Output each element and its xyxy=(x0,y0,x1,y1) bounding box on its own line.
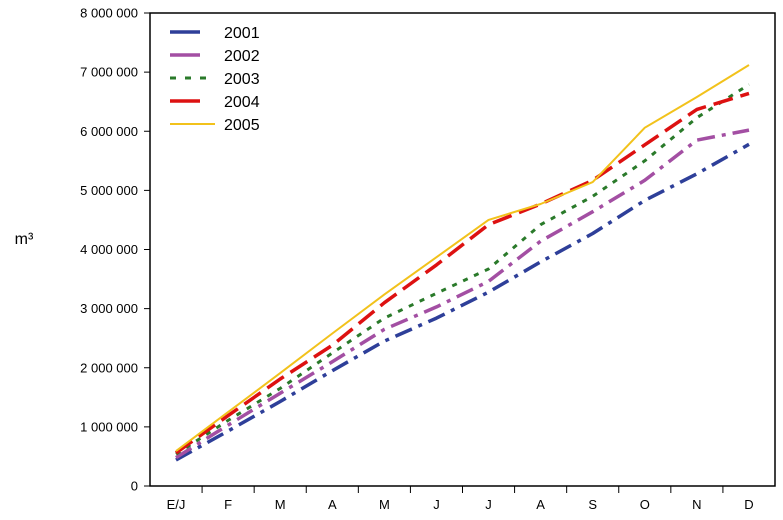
x-tick-label: M xyxy=(379,497,390,512)
x-tick-label: M xyxy=(275,497,286,512)
y-axis-label: m³ xyxy=(15,231,34,248)
x-tick-label: S xyxy=(588,497,597,512)
y-tick-label: 4 000 000 xyxy=(80,242,138,257)
x-tick-label: N xyxy=(692,497,701,512)
series-line-2003 xyxy=(175,83,750,456)
series-line-2004 xyxy=(174,91,750,455)
x-tick-label: F xyxy=(224,497,232,512)
y-tick-label: 3 000 000 xyxy=(80,301,138,316)
x-axis: E/J F M A M J J A S O N D xyxy=(167,486,754,512)
legend-label-2005: 2005 xyxy=(224,117,260,134)
y-tick-label: 2 000 000 xyxy=(80,360,138,375)
series-lines xyxy=(174,64,750,462)
y-tick-label: 1 000 000 xyxy=(80,419,138,434)
legend-label-2001: 2001 xyxy=(224,25,260,42)
series-line-2005 xyxy=(175,64,750,452)
y-tick-label: 8 000 000 xyxy=(80,6,138,21)
x-tick-label: J xyxy=(433,497,440,512)
y-tick-label: 6 000 000 xyxy=(80,124,138,139)
legend: 2001 2002 2003 2004 2005 xyxy=(170,25,260,134)
x-tick-label: E/J xyxy=(167,497,186,512)
x-tick-label: O xyxy=(640,497,650,512)
x-tick-label: D xyxy=(744,497,753,512)
x-tick-label: J xyxy=(485,497,492,512)
y-tick-label: 7 000 000 xyxy=(80,65,138,80)
series-line-2002 xyxy=(175,128,750,460)
y-axis: 0 1 000 000 2 000 000 3 000 000 4 000 000 5 0… xyxy=(80,6,150,494)
legend-label-2004: 2004 xyxy=(224,94,260,111)
series-line-2001 xyxy=(175,142,750,462)
x-tick-label: A xyxy=(328,497,337,512)
y-tick-label: 5 000 000 xyxy=(80,183,138,198)
legend-label-2002: 2002 xyxy=(224,48,260,65)
legend-label-2003: 2003 xyxy=(224,71,260,88)
x-tick-label: A xyxy=(536,497,545,512)
y-tick-label: 0 xyxy=(131,479,138,494)
